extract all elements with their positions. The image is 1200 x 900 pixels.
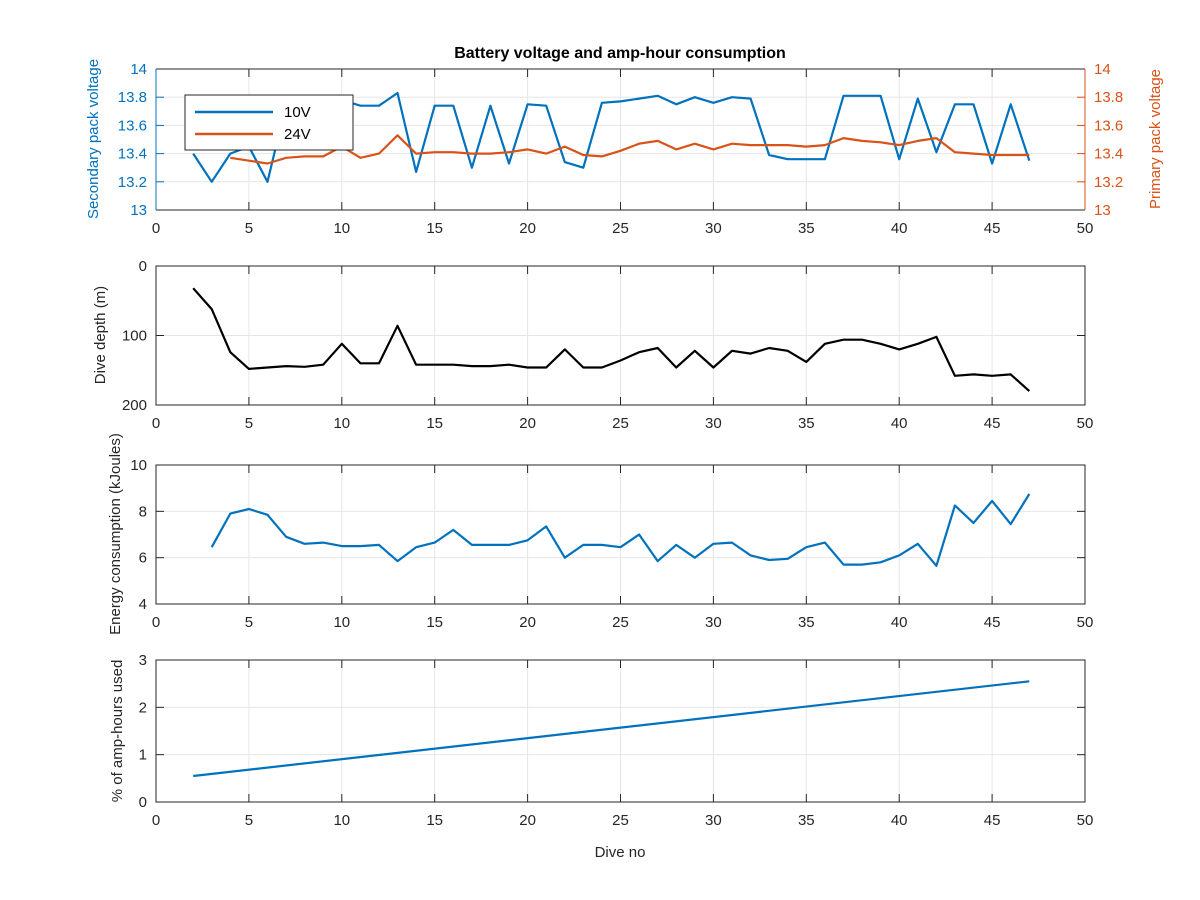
x-tick-label: 50 (1077, 415, 1094, 432)
x-tick-label: 25 (612, 614, 629, 631)
ylabel-dive-depth: Dive depth (m) (92, 286, 109, 384)
y-tick-label: 1 (139, 747, 147, 764)
x-tick-label: 0 (152, 220, 160, 237)
ylabel-amp-hours: % of amp-hours used (109, 660, 126, 803)
x-tick-label: 30 (705, 812, 722, 829)
x-tick-label: 30 (705, 415, 722, 432)
subplot-4: 0 5 10 15 20 25 30 35 40 45 50 0 1 2 3 (139, 652, 1094, 829)
x-tick-label: 0 (152, 614, 160, 631)
x-tick-label: 35 (798, 614, 815, 631)
x-tick-label: 45 (984, 220, 1001, 237)
y-tick-label: 0 (139, 258, 147, 275)
x-tick-label: 5 (245, 415, 253, 432)
y-tick-label-right: 14 (1094, 61, 1111, 78)
subplot-3: 0 5 10 15 20 25 30 35 40 45 50 4 6 8 10 (130, 457, 1093, 631)
x-tick-label: 10 (333, 220, 350, 237)
y-tick-label-right: 13.2 (1094, 174, 1123, 191)
x-tick-label: 30 (705, 220, 722, 237)
x-tick-label: 35 (798, 220, 815, 237)
y-tick-label: 13 (130, 202, 147, 219)
x-tick-label: 40 (891, 220, 908, 237)
x-tick-label: 50 (1077, 220, 1094, 237)
y-tick-label: 6 (139, 550, 147, 567)
y-tick-label-right: 13.6 (1094, 117, 1123, 134)
y-tick-label: 13.8 (118, 89, 147, 106)
x-tick-label: 50 (1077, 812, 1094, 829)
x-tick-label: 25 (612, 220, 629, 237)
subplot-1: 0 5 10 15 20 25 30 35 40 45 501313.213.413.613.814… (118, 61, 1123, 237)
x-tick-label: 50 (1077, 614, 1094, 631)
axes-frame (155, 659, 1086, 803)
series-line-1 (192, 287, 1031, 392)
x-tick-label: 20 (519, 614, 536, 631)
ylabel-secondary-voltage: Secondary pack voltage (85, 59, 102, 219)
y-tick-label: 13.4 (118, 146, 147, 163)
ylabel-primary-voltage: Primary pack voltage (1147, 69, 1164, 209)
y-tick-label: 200 (122, 397, 147, 414)
x-tick-label: 20 (519, 220, 536, 237)
x-tick-label: 35 (798, 812, 815, 829)
y-tick-label: 0 (139, 794, 147, 811)
x-tick-label: 0 (152, 415, 160, 432)
x-tick-label: 40 (891, 415, 908, 432)
series-line-24v (230, 134, 1030, 165)
y-tick-label-right: 13.4 (1094, 146, 1123, 163)
x-tick-label: 10 (333, 812, 350, 829)
y-tick-label: 13.6 (118, 117, 147, 134)
y-tick-label: 3 (139, 652, 147, 669)
x-tick-label: 40 (891, 614, 908, 631)
axes-frame (155, 265, 1086, 406)
y-tick-label: 100 (122, 328, 147, 345)
x-tick-label: 15 (426, 415, 443, 432)
series-line-1 (210, 493, 1031, 567)
x-tick-label: 15 (426, 614, 443, 631)
x-tick-label: 20 (519, 812, 536, 829)
x-tick-label: 5 (245, 220, 253, 237)
x-tick-label: 15 (426, 812, 443, 829)
y-tick-label: 14 (130, 61, 147, 78)
subplot-2: 0 5 10 15 20 25 30 35 40 45 50 0 100 200 (122, 258, 1093, 432)
x-tick-label: 20 (519, 415, 536, 432)
x-tick-label: 45 (984, 812, 1001, 829)
xlabel-dive-no: Dive no (595, 844, 646, 861)
x-tick-label: 0 (152, 812, 160, 829)
x-tick-label: 25 (612, 812, 629, 829)
plot-area: 0 5 10 15 20 25 30 35 40 45 501313.213.413.613.814… (118, 61, 1123, 829)
x-tick-label: 35 (798, 415, 815, 432)
y-tick-label: 4 (139, 596, 147, 613)
y-tick-label: 13.2 (118, 174, 147, 191)
x-tick-label: 40 (891, 812, 908, 829)
y-tick-label: 8 (139, 503, 147, 520)
y-tick-label: 2 (139, 699, 147, 716)
x-tick-label: 30 (705, 614, 722, 631)
legend-label-24v: 24V (284, 126, 311, 143)
series-line-1 (193, 680, 1030, 778)
ylabel-energy: Energy consumption (kJoules) (107, 433, 124, 635)
x-tick-label: 45 (984, 614, 1001, 631)
x-tick-label: 10 (333, 614, 350, 631)
x-tick-label: 5 (245, 614, 253, 631)
y-tick-label-right: 13.8 (1094, 89, 1123, 106)
chart-title: Battery voltage and amp-hour consumption (454, 45, 786, 62)
axes-frame (155, 464, 1086, 605)
x-tick-label: 15 (426, 220, 443, 237)
y-tick-label-right: 13 (1094, 202, 1111, 219)
x-tick-label: 25 (612, 415, 629, 432)
x-tick-label: 5 (245, 812, 253, 829)
x-tick-label: 10 (333, 415, 350, 432)
legend-box (184, 94, 354, 151)
x-tick-label: 45 (984, 415, 1001, 432)
legend-label-10v: 10V (284, 104, 311, 121)
y-tick-label: 10 (130, 457, 147, 474)
